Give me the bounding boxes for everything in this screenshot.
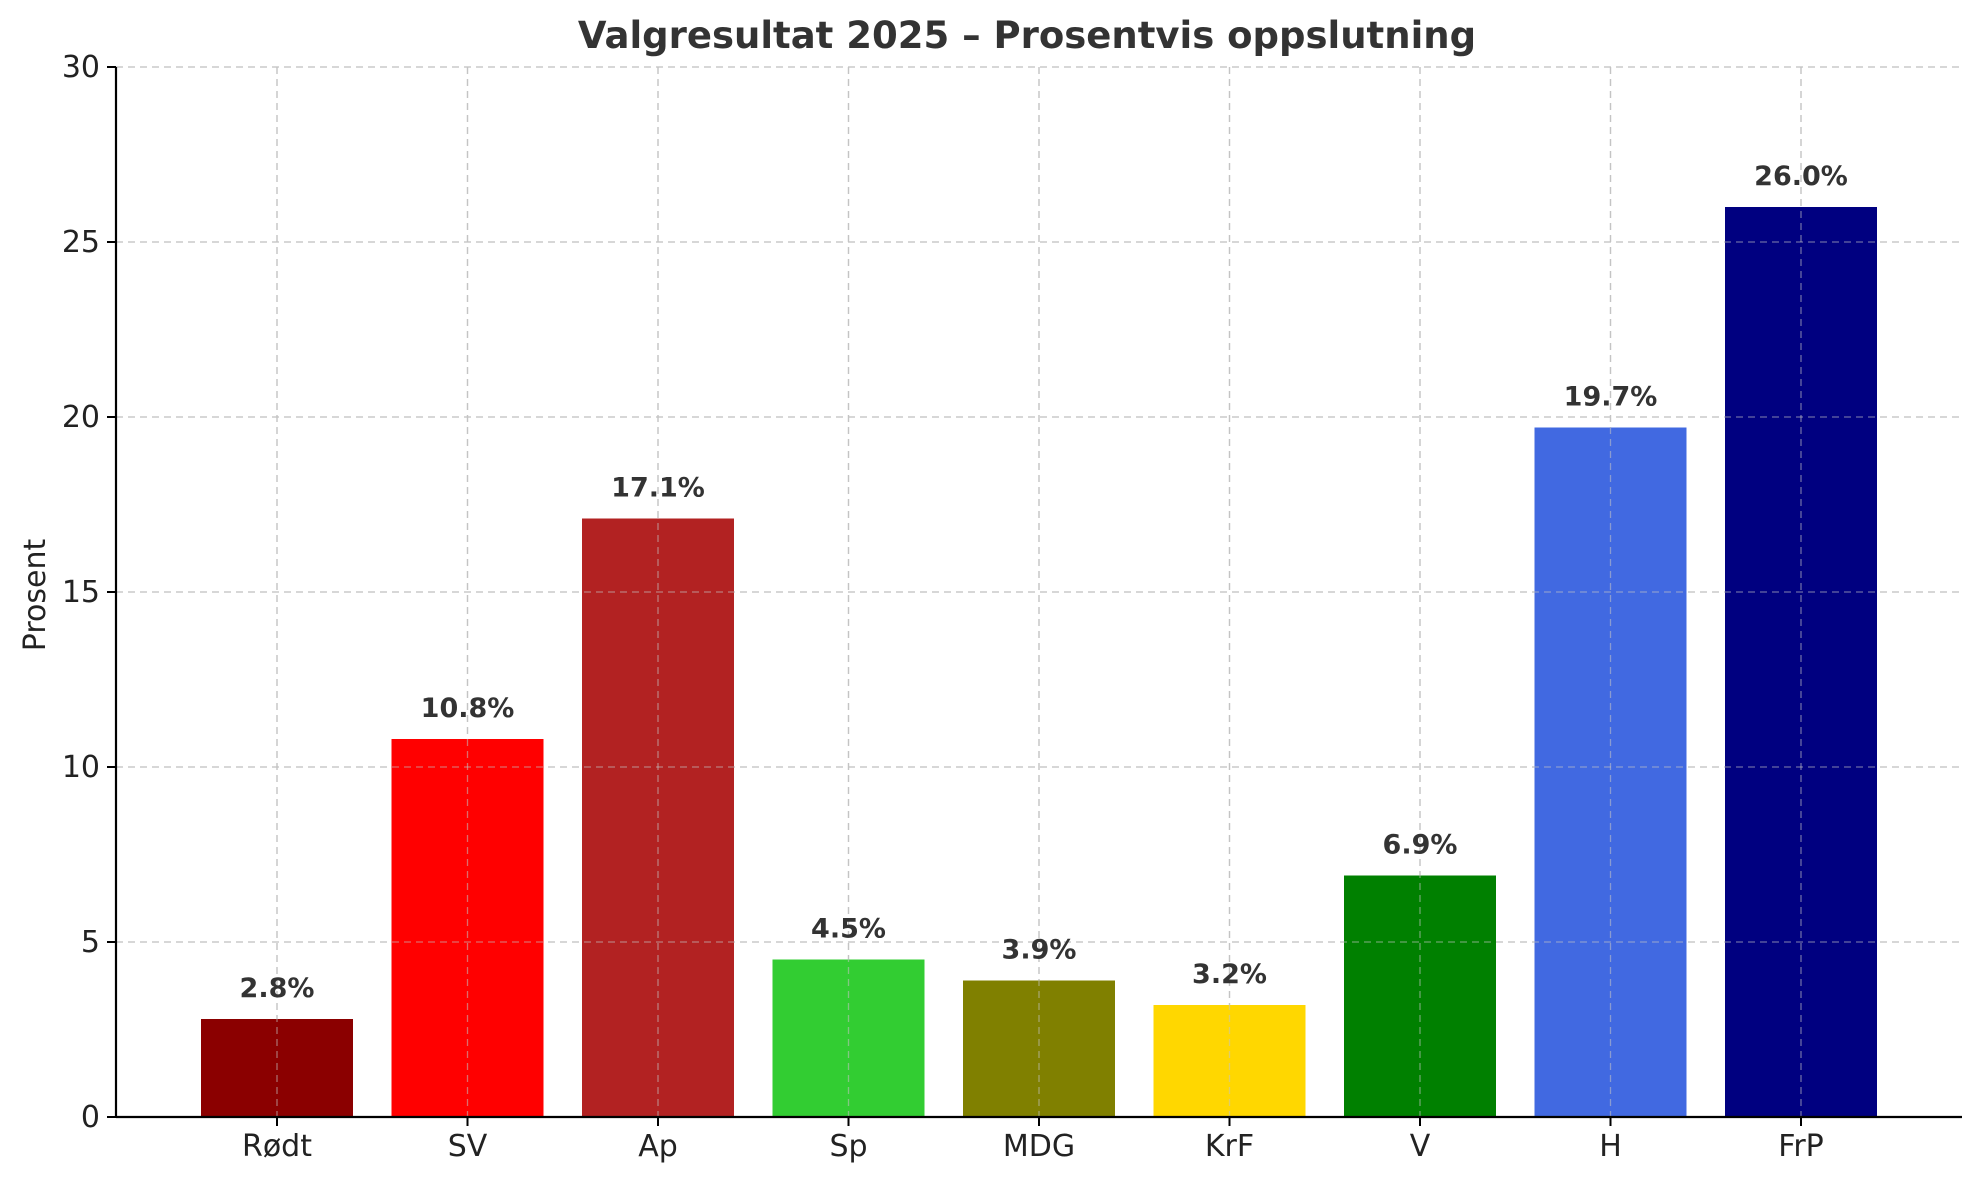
chart-title: Valgresultat 2025 – Prosentvis oppslutni… xyxy=(578,14,1476,57)
bar-value-label: 4.5% xyxy=(811,914,886,945)
bar-value-label: 3.2% xyxy=(1192,959,1267,990)
grid-overlay xyxy=(116,66,1962,1117)
bar-value-label: 3.9% xyxy=(1002,935,1077,966)
x-tick-label: KrF xyxy=(1205,1129,1254,1164)
x-tick-label: FrP xyxy=(1778,1129,1824,1164)
bar-mdg xyxy=(963,980,1115,1117)
x-tick-label: Sp xyxy=(829,1129,867,1164)
y-tick-label: 10 xyxy=(62,750,100,785)
bar-sv xyxy=(391,739,544,1117)
bar-value-label: 26.0% xyxy=(1754,161,1848,192)
bar-krf xyxy=(1153,1005,1306,1117)
bar-value-label: 10.8% xyxy=(421,693,515,724)
axes-layer xyxy=(107,66,1962,1126)
bar-value-label: 2.8% xyxy=(240,973,315,1004)
bar-value-label: 19.7% xyxy=(1564,382,1658,413)
y-tick-label: 0 xyxy=(81,1100,100,1135)
x-tick-label: MDG xyxy=(1003,1129,1075,1164)
labels-layer: 0 5 10 15 20 25 30 Rødt 2.8% SV 10.8% Ap 17.1% Sp 4.5%… xyxy=(62,50,1848,1164)
bar-h xyxy=(1534,427,1687,1117)
bar-value-label: 6.9% xyxy=(1383,830,1458,861)
x-tick-label: SV xyxy=(448,1129,488,1164)
y-axis-label: Prosent xyxy=(18,539,53,652)
x-tick-label: H xyxy=(1599,1129,1622,1164)
bar-value-label: 17.1% xyxy=(611,473,705,504)
y-tick-label: 15 xyxy=(62,575,100,610)
x-tick-label: Rødt xyxy=(242,1129,312,1164)
y-tick-label: 20 xyxy=(62,400,100,435)
y-tick-label: 25 xyxy=(62,225,100,260)
x-tick-label: Ap xyxy=(638,1129,678,1164)
y-tick-label: 5 xyxy=(81,925,100,960)
x-tick-label: V xyxy=(1410,1129,1431,1164)
y-tick-label: 30 xyxy=(62,50,100,85)
